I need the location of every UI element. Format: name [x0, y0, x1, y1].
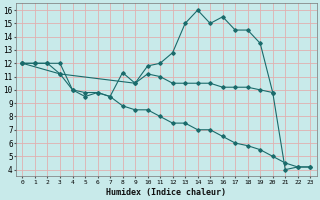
X-axis label: Humidex (Indice chaleur): Humidex (Indice chaleur)	[106, 188, 226, 197]
